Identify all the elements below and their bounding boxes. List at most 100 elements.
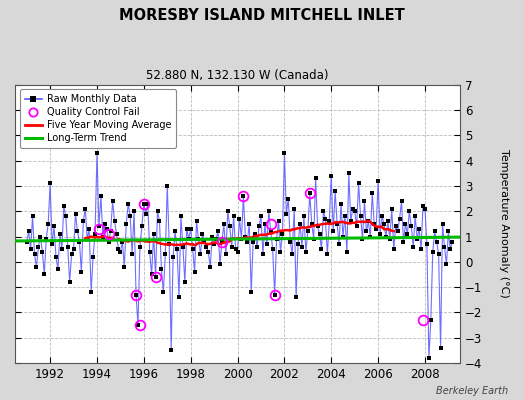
Point <box>275 218 283 224</box>
Point <box>444 228 453 235</box>
Point <box>56 231 64 237</box>
Point <box>370 221 378 227</box>
Point <box>187 226 195 232</box>
Point <box>93 150 101 156</box>
Point <box>40 271 49 278</box>
Point <box>101 221 109 227</box>
Point <box>116 248 125 255</box>
Point <box>66 279 74 285</box>
Point <box>99 233 107 240</box>
Point <box>77 269 85 275</box>
Point <box>429 248 437 255</box>
Point <box>318 246 326 252</box>
Point <box>323 251 332 258</box>
Text: MORESBY ISLAND MITCHELL INLET: MORESBY ISLAND MITCHELL INLET <box>119 8 405 23</box>
Point <box>384 218 392 224</box>
Point <box>389 246 398 252</box>
Point <box>181 279 189 285</box>
Point <box>259 251 267 258</box>
Point <box>442 261 451 268</box>
Point <box>419 203 427 209</box>
Point <box>255 223 263 230</box>
Point <box>333 221 341 227</box>
Point <box>341 213 349 220</box>
Point <box>427 317 435 323</box>
Point <box>401 221 410 227</box>
Point <box>111 218 119 224</box>
Point <box>108 198 117 204</box>
Point <box>345 170 353 176</box>
Point <box>376 231 384 237</box>
Point <box>42 236 50 242</box>
Point <box>48 241 56 247</box>
Point <box>311 175 320 182</box>
Point <box>30 251 39 258</box>
Point <box>356 213 365 220</box>
Point <box>26 246 35 252</box>
Point <box>154 208 162 214</box>
Point <box>308 221 316 227</box>
Point <box>245 221 254 227</box>
Point <box>288 251 297 258</box>
Point <box>432 238 441 245</box>
Point <box>167 347 176 354</box>
Point <box>224 208 232 214</box>
Point <box>353 223 361 230</box>
Point <box>44 221 52 227</box>
Point <box>327 172 335 179</box>
Point <box>177 213 185 220</box>
Point <box>300 213 308 220</box>
Point <box>329 228 337 235</box>
Point <box>32 264 41 270</box>
Point <box>120 264 128 270</box>
Point <box>315 231 324 237</box>
Point <box>378 213 386 220</box>
Point <box>302 248 310 255</box>
Point <box>73 228 82 235</box>
Point <box>362 228 370 235</box>
Point <box>270 292 279 298</box>
Point <box>265 208 273 214</box>
Point <box>218 238 226 245</box>
Point <box>290 206 298 212</box>
Point <box>294 241 302 247</box>
Point <box>241 233 249 240</box>
Point <box>310 236 318 242</box>
Point <box>155 218 163 224</box>
Point <box>423 241 431 247</box>
Point <box>106 228 115 235</box>
Point <box>343 248 351 255</box>
Point <box>85 226 93 232</box>
Text: Berkeley Earth: Berkeley Earth <box>436 386 508 396</box>
Point <box>95 223 103 230</box>
Point <box>374 178 383 184</box>
Point <box>415 226 423 232</box>
Point <box>68 251 76 258</box>
Point <box>225 223 234 230</box>
Point <box>192 218 201 224</box>
Point <box>417 246 425 252</box>
Point <box>247 289 255 296</box>
Point <box>171 228 179 235</box>
Point <box>233 248 242 255</box>
Point <box>331 188 340 194</box>
Point <box>424 355 433 361</box>
Title: 52.880 N, 132.130 W (Canada): 52.880 N, 132.130 W (Canada) <box>146 69 329 82</box>
Point <box>194 236 203 242</box>
Point <box>403 231 411 237</box>
Point <box>381 233 390 240</box>
Point <box>79 218 88 224</box>
Point <box>81 206 90 212</box>
Point <box>130 208 138 214</box>
Point <box>60 203 68 209</box>
Point <box>439 221 447 227</box>
Point <box>237 236 246 242</box>
Point <box>319 208 328 214</box>
Point <box>69 246 78 252</box>
Point <box>405 208 413 214</box>
Point <box>97 193 105 199</box>
Point <box>46 180 54 186</box>
Point <box>216 261 224 268</box>
Point <box>126 213 134 220</box>
Point <box>368 190 376 197</box>
